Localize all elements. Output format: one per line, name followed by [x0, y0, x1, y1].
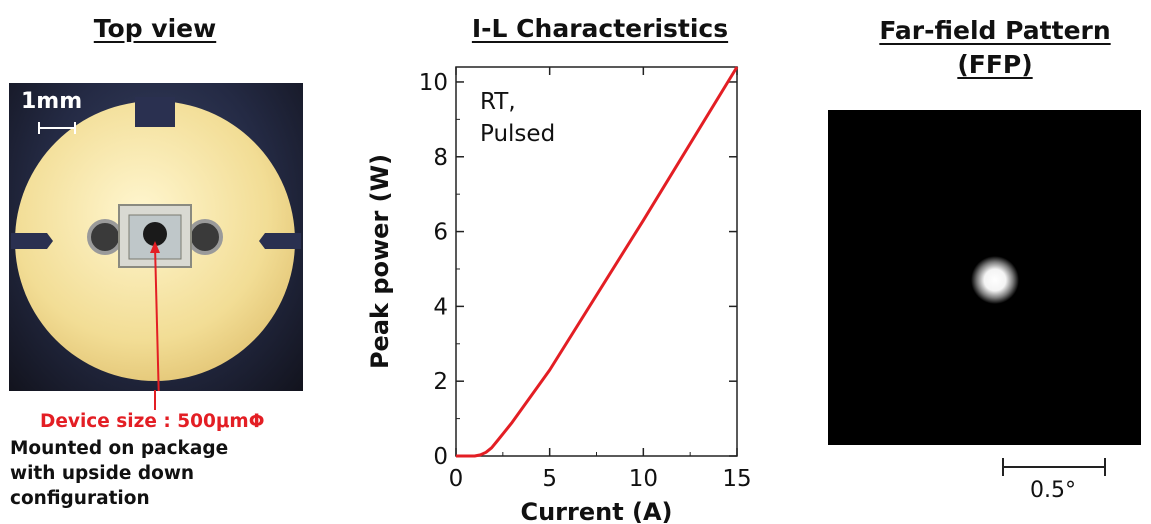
photo-scale-label: 1mm — [21, 89, 83, 114]
y-tick-label: 10 — [419, 70, 448, 96]
package-notch-top — [135, 97, 175, 127]
mount-caption-line1: Mounted on package — [10, 438, 229, 459]
ffp-scale-bar — [1002, 458, 1106, 476]
pointer-arrow-tail — [154, 390, 156, 410]
x-tick-label: 15 — [722, 466, 751, 492]
ffp-spot — [971, 256, 1019, 304]
x-tick-label: 5 — [542, 466, 557, 492]
il-curve — [456, 66, 739, 458]
mount-caption: Mounted on package with upside down conf… — [10, 436, 310, 511]
il-chart: 0 5 10 15 0 2 4 6 8 10 Current (A) Peak power (W) RT… — [366, 66, 752, 524]
package-notch-right — [259, 233, 301, 249]
ffp-spot-drawing — [971, 256, 1019, 304]
mount-caption-line2: with upside down — [10, 463, 195, 484]
ffp-title-line2: (FFP) — [957, 50, 1033, 79]
screw-hole-left — [87, 219, 123, 255]
pointer-arrowhead — [150, 241, 160, 253]
mount-caption-line3: configuration — [10, 488, 150, 509]
x-tick-label: 0 — [449, 466, 464, 492]
pointer-arrow — [154, 245, 160, 391]
x-tick-label: 10 — [629, 466, 658, 492]
device-photo-drawing — [11, 97, 301, 391]
top-view-title: Top view — [93, 14, 217, 43]
y-tick-label: 6 — [433, 220, 448, 246]
x-axis-label: Current (A) — [520, 498, 672, 524]
ffp-image — [828, 110, 1141, 445]
y-tick-label: 4 — [433, 294, 448, 320]
ffp-scale-label: 0.5° — [1030, 478, 1076, 503]
emission-area — [143, 222, 167, 246]
y-axis-label: Peak power (W) — [366, 154, 394, 369]
device-size-caption: Device size : 500μmΦ — [40, 411, 265, 432]
y-tick-label: 8 — [433, 145, 448, 171]
il-title: I-L Characteristics — [471, 14, 729, 43]
chart-annotation: RT, — [480, 89, 516, 115]
photo-scale-bar — [38, 122, 76, 134]
device-photo: 1mm — [9, 83, 303, 391]
package-notch-left — [11, 233, 53, 249]
y-tick-label: 2 — [433, 369, 448, 395]
y-tick-label: 0 — [433, 444, 448, 470]
ffp-title-line1: Far-field Pattern — [879, 16, 1111, 45]
chart-annotation: Pulsed — [480, 121, 555, 147]
screw-hole-right — [187, 219, 223, 255]
ffp-title: Far-field Pattern (FFP) — [845, 14, 1145, 82]
